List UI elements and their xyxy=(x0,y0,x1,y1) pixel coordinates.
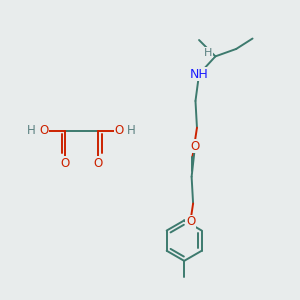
Text: H: H xyxy=(127,124,136,137)
Text: H: H xyxy=(204,48,212,58)
Text: O: O xyxy=(190,140,199,153)
Text: O: O xyxy=(186,215,195,228)
Text: H: H xyxy=(27,124,36,137)
Text: O: O xyxy=(93,157,103,170)
Text: O: O xyxy=(39,124,49,137)
Text: O: O xyxy=(115,124,124,137)
Text: NH: NH xyxy=(190,68,208,81)
Text: O: O xyxy=(61,157,70,170)
